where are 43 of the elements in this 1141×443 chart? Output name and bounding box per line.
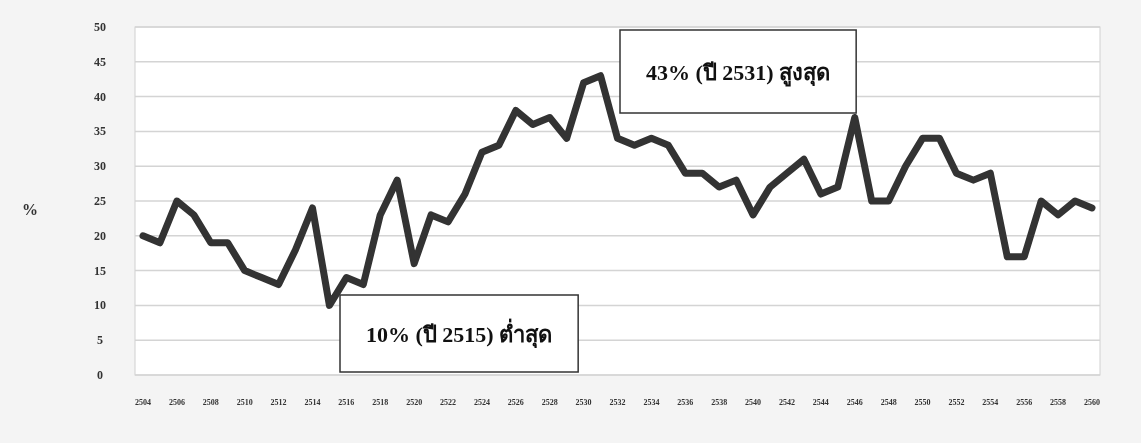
x-tick-label: 2504 <box>135 398 151 407</box>
annotation: 43% (ปี 2531) สูงสุด <box>646 59 831 87</box>
x-tick-label: 2556 <box>1016 398 1033 407</box>
x-tick-label: 2558 <box>1050 398 1067 407</box>
y-tick-label: 15 <box>94 263 106 278</box>
x-tick-label: 2508 <box>202 398 219 407</box>
x-tick-label: 2536 <box>677 398 694 407</box>
x-tick-label: 2528 <box>541 398 558 407</box>
y-axis-title: % <box>22 201 38 218</box>
y-tick-label: 0 <box>97 368 103 382</box>
x-tick-label: 2516 <box>338 398 355 407</box>
x-tick-label: 2506 <box>168 398 185 407</box>
y-tick-label: 5 <box>97 333 103 348</box>
x-tick-label: 2526 <box>507 398 524 407</box>
x-tick-label: 2552 <box>948 398 965 407</box>
x-tick-label: 2532 <box>609 398 626 407</box>
y-tick-label: 25 <box>94 194 106 208</box>
x-tick-label: 2520 <box>406 398 423 407</box>
y-tick-label: 40 <box>94 89 106 104</box>
x-tick-label: 2542 <box>778 398 795 407</box>
y-tick-label: 20 <box>94 228 106 243</box>
y-tick-label: 10 <box>94 298 106 313</box>
x-tick-label: 2554 <box>982 398 999 407</box>
y-tick-label: 45 <box>94 54 106 69</box>
y-tick-label: 35 <box>94 124 106 139</box>
x-tick-label: 2512 <box>270 398 287 407</box>
x-tick-label: 2546 <box>846 398 863 407</box>
y-tick-label: 30 <box>94 159 106 174</box>
x-tick-label: 2534 <box>643 398 660 407</box>
x-tick-label: 2550 <box>914 398 931 407</box>
annotation: 10% (ปี 2515) ต่ำสุด <box>366 317 553 349</box>
x-tick-label: 2524 <box>473 398 490 407</box>
x-tick-label: 2540 <box>745 398 762 407</box>
x-tick-label: 2538 <box>711 398 728 407</box>
x-tick-label: 2518 <box>372 398 389 407</box>
x-tick-label: 2514 <box>304 398 321 407</box>
x-tick-label: 2544 <box>812 398 829 407</box>
x-tick-label: 2510 <box>236 398 253 407</box>
x-tick-label: 2560 <box>1084 398 1100 407</box>
x-tick-label: 2530 <box>575 398 592 407</box>
x-tick-label: 2522 <box>440 398 457 407</box>
x-tick-label: 2548 <box>880 398 897 407</box>
y-tick-label: 50 <box>94 20 106 34</box>
